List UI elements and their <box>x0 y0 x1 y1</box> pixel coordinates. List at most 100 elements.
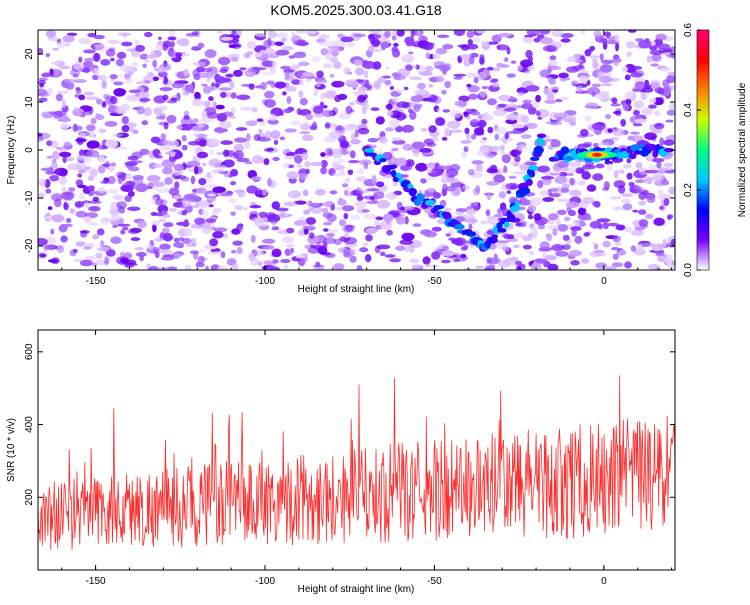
spectrogram-cell <box>396 30 405 37</box>
spectrogram-cell <box>164 177 173 185</box>
spectrogram-cell <box>593 243 599 250</box>
spectrogram-cell <box>499 64 510 68</box>
spectrogram-cell <box>203 86 212 94</box>
spectrogram-cell <box>65 82 75 90</box>
spectrogram-cell <box>120 103 130 112</box>
spectrogram-cell <box>645 176 653 185</box>
spectrogram-cell <box>454 100 467 107</box>
spectrogram-cell <box>136 106 145 115</box>
spectrogram-cell <box>622 102 630 112</box>
spectrogram-cell <box>581 258 590 264</box>
spectrogram-cell <box>365 234 373 242</box>
spectrogram-cell <box>647 164 658 170</box>
spectrogram-cell <box>181 209 188 216</box>
spectrogram-cell <box>189 250 199 254</box>
spectrogram-cell <box>248 83 255 90</box>
spectrogram-cell <box>320 159 328 168</box>
spectrogram-cell <box>624 261 632 269</box>
spectrogram-cell <box>158 267 173 270</box>
spectrogram-cell <box>343 67 351 75</box>
spectrogram-cell <box>392 139 406 145</box>
spectrogram-cell <box>329 190 338 195</box>
spectrogram-cell <box>89 168 98 178</box>
spectrogram-cell <box>389 85 395 91</box>
spectrogram-cell <box>537 116 543 120</box>
spectrogram-cell <box>220 192 233 197</box>
spectrogram-cell <box>62 156 67 164</box>
spectrogram-cell <box>392 137 403 141</box>
spectrogram-cell <box>593 201 601 208</box>
spectrogram-cell <box>85 124 96 132</box>
spectrogram-cell <box>506 137 514 142</box>
spectrogram-cell <box>476 149 490 157</box>
spectrogram-cell <box>509 256 519 262</box>
spectrogram-cell <box>366 200 380 205</box>
spectrogram-cell <box>613 111 621 115</box>
spectrogram-cell <box>396 101 410 108</box>
spectrogram-cell <box>538 30 551 35</box>
spectrogram-cell <box>296 164 303 168</box>
spectrogram-cell <box>73 79 87 83</box>
spectrogram-cell <box>315 83 321 88</box>
spectrogram-feature-cell <box>520 187 531 195</box>
spectrogram-cell <box>302 189 309 197</box>
spectrogram-cell <box>425 263 430 267</box>
spectrogram-cell <box>271 248 282 258</box>
spectrogram-cell <box>290 247 295 254</box>
spectrogram-cell <box>280 65 291 70</box>
spectrogram-feature-cell <box>395 172 402 178</box>
spectrogram-cell <box>171 139 179 149</box>
spectrogram-cell <box>409 76 423 81</box>
spectrogram-cell <box>667 71 675 77</box>
spectrogram-cell <box>209 138 221 147</box>
spectrogram-cell <box>161 227 170 234</box>
spectrogram-cell <box>116 201 128 210</box>
spectrogram-cell <box>606 32 611 39</box>
spectrogram-cell <box>536 110 541 117</box>
spectrogram-cell <box>375 116 385 125</box>
spectrogram-cell <box>110 214 121 221</box>
spectrogram-cell <box>578 63 584 69</box>
spectrogram-cell <box>244 161 253 165</box>
spectrogram-cell <box>324 122 331 129</box>
spectrogram-cell <box>270 82 276 89</box>
spectrogram-cell <box>155 115 166 120</box>
spectrogram-cell <box>163 139 172 146</box>
spectrogram-cell <box>379 136 388 144</box>
spectrogram-cell <box>355 176 367 182</box>
spectrogram-cell <box>157 36 162 40</box>
spectrogram-cell <box>122 226 129 231</box>
spectrogram-cell <box>602 240 611 248</box>
spectrogram-cell <box>513 171 527 175</box>
spectrogram-cell <box>63 201 68 210</box>
spectrogram-cell <box>288 55 296 59</box>
spectrogram-cell <box>279 136 286 141</box>
spectrogram-cell <box>657 189 664 196</box>
spectrogram-cell <box>337 93 348 101</box>
spectrogram-cell <box>577 208 586 215</box>
x-tick-label: -100 <box>255 276 275 287</box>
spectrogram-cell <box>611 97 618 104</box>
spectrogram-cell <box>549 55 557 61</box>
spectrogram-cell <box>453 76 463 80</box>
spectrogram-cell <box>384 30 391 38</box>
spectrogram-cell <box>163 160 170 165</box>
spectrogram-cell <box>376 181 385 188</box>
spectrogram-cell <box>160 133 167 141</box>
spectrogram-cell <box>88 222 99 226</box>
spectrogram-cell <box>66 218 72 223</box>
spectrogram-cell <box>632 123 643 127</box>
spectrogram-cell <box>568 189 582 197</box>
spectrogram-cell <box>441 250 455 257</box>
spectrogram-cell <box>662 79 670 88</box>
spectrogram-cell <box>522 36 534 44</box>
spectrogram-cell <box>442 183 448 193</box>
spectrogram-cell <box>621 198 632 204</box>
spectrogram-cell <box>656 161 662 169</box>
spectrogram-cell <box>137 91 150 100</box>
spectrogram-cell <box>234 205 244 211</box>
spectrogram-cell <box>309 232 315 239</box>
spectrogram-cell <box>97 187 106 194</box>
spectrogram-cell <box>52 47 59 51</box>
spectrogram-cell <box>178 38 190 47</box>
